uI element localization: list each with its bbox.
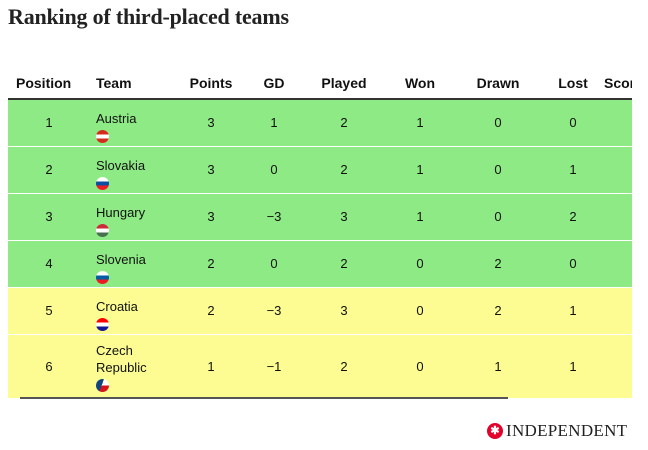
- gd-cell: 1: [246, 99, 302, 147]
- team-name: Czech: [96, 342, 133, 358]
- won-cell: 0: [386, 287, 454, 335]
- lost-cell: 1: [542, 334, 604, 399]
- column-header-drawn: Drawn: [454, 68, 542, 100]
- independent-logo: ✱ INDEPENDENT: [487, 421, 627, 441]
- column-header-gd: GD: [246, 68, 302, 100]
- scored-cell: [604, 287, 632, 335]
- page-title: Ranking of third-placed teams: [8, 4, 289, 29]
- hungary-flag-icon: [96, 223, 109, 237]
- lost-cell: 1: [542, 287, 604, 335]
- table-row: 2 Slovakia 3 0 2 1 0 1: [8, 146, 632, 194]
- table-row: 1 Austria 3 1 2 1 0 0: [8, 99, 632, 147]
- team-name: Croatia: [96, 298, 138, 314]
- team-cell: Croatia: [90, 287, 176, 335]
- played-cell: 2: [302, 146, 386, 194]
- gd-cell: −3: [246, 193, 302, 241]
- scored-cell: [604, 99, 632, 147]
- team-name: Slovenia: [96, 251, 146, 267]
- team-cell: Slovakia: [90, 146, 176, 194]
- table-row: 5 Croatia 2 −3 3 0 2 1: [8, 287, 632, 335]
- column-header-points: Points: [176, 68, 246, 100]
- scored-cell: [604, 193, 632, 241]
- team-name: Hungary: [96, 204, 146, 220]
- drawn-cell: 0: [454, 146, 542, 194]
- drawn-cell: 2: [454, 287, 542, 335]
- slovenia-flag-icon: [96, 270, 109, 284]
- logo-text: INDEPENDENT: [506, 421, 628, 440]
- lost-cell: 1: [542, 146, 604, 194]
- position-cell: 1: [8, 99, 90, 147]
- scored-cell: [604, 146, 632, 194]
- eagle-icon: ✱: [487, 423, 503, 439]
- points-cell: 2: [176, 287, 246, 335]
- played-cell: 2: [302, 334, 386, 399]
- drawn-cell: 2: [454, 240, 542, 288]
- team-cell: Slovenia: [90, 240, 176, 288]
- position-cell: 3: [8, 193, 90, 241]
- won-cell: 1: [386, 146, 454, 194]
- table-row: 3 Hungary 3 −3 3 1 0 2: [8, 193, 632, 241]
- team-cell: Czech Republic: [90, 334, 176, 399]
- played-cell: 3: [302, 287, 386, 335]
- position-cell: 4: [8, 240, 90, 288]
- team-cell: Austria: [90, 99, 176, 147]
- team-name-line-2: Republic: [96, 359, 147, 375]
- points-cell: 1: [176, 334, 246, 399]
- table-row: 6 Czech Republic 1 −1 2 0 1 1: [8, 334, 632, 399]
- horizontal-scrollbar[interactable]: [20, 397, 508, 399]
- gd-cell: −3: [246, 287, 302, 335]
- table-row: 4 Slovenia 2 0 2 0 2 0: [8, 240, 632, 288]
- team-name: Slovakia: [96, 157, 146, 173]
- scored-cell: [604, 334, 632, 399]
- czech-flag-icon: [96, 378, 109, 392]
- won-cell: 1: [386, 193, 454, 241]
- column-header-scored: Scor: [604, 68, 632, 100]
- points-cell: 3: [176, 193, 246, 241]
- column-header-lost: Lost: [542, 68, 604, 100]
- ranking-table: Position Team Points GD Played Won Drawn…: [8, 68, 632, 399]
- column-header-played: Played: [302, 68, 386, 100]
- position-cell: 5: [8, 287, 90, 335]
- won-cell: 0: [386, 240, 454, 288]
- lost-cell: 0: [542, 99, 604, 147]
- austria-flag-icon: [96, 130, 109, 143]
- lost-cell: 0: [542, 240, 604, 288]
- gd-cell: 0: [246, 240, 302, 288]
- column-header-position: Position: [8, 68, 90, 100]
- ranking-table-container[interactable]: Position Team Points GD Played Won Drawn…: [8, 68, 632, 404]
- played-cell: 2: [302, 99, 386, 147]
- drawn-cell: 0: [454, 99, 542, 147]
- column-header-won: Won: [386, 68, 454, 100]
- position-cell: 2: [8, 146, 90, 194]
- team-name: Austria: [96, 111, 137, 126]
- slovakia-flag-icon: [96, 176, 109, 190]
- drawn-cell: 0: [454, 193, 542, 241]
- points-cell: 3: [176, 146, 246, 194]
- table-header-row: Position Team Points GD Played Won Drawn…: [8, 68, 632, 100]
- scored-cell: [604, 240, 632, 288]
- points-cell: 3: [176, 99, 246, 147]
- gd-cell: 0: [246, 146, 302, 194]
- won-cell: 1: [386, 99, 454, 147]
- played-cell: 3: [302, 193, 386, 241]
- team-cell: Hungary: [90, 193, 176, 241]
- lost-cell: 2: [542, 193, 604, 241]
- column-header-team: Team: [90, 68, 176, 100]
- points-cell: 2: [176, 240, 246, 288]
- gd-cell: −1: [246, 334, 302, 399]
- played-cell: 2: [302, 240, 386, 288]
- position-cell: 6: [8, 334, 90, 399]
- croatia-flag-icon: [96, 317, 109, 331]
- drawn-cell: 1: [454, 334, 542, 399]
- won-cell: 0: [386, 334, 454, 399]
